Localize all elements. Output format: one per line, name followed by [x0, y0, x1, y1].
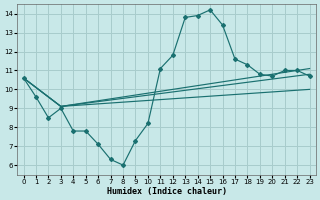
X-axis label: Humidex (Indice chaleur): Humidex (Indice chaleur) — [107, 187, 227, 196]
